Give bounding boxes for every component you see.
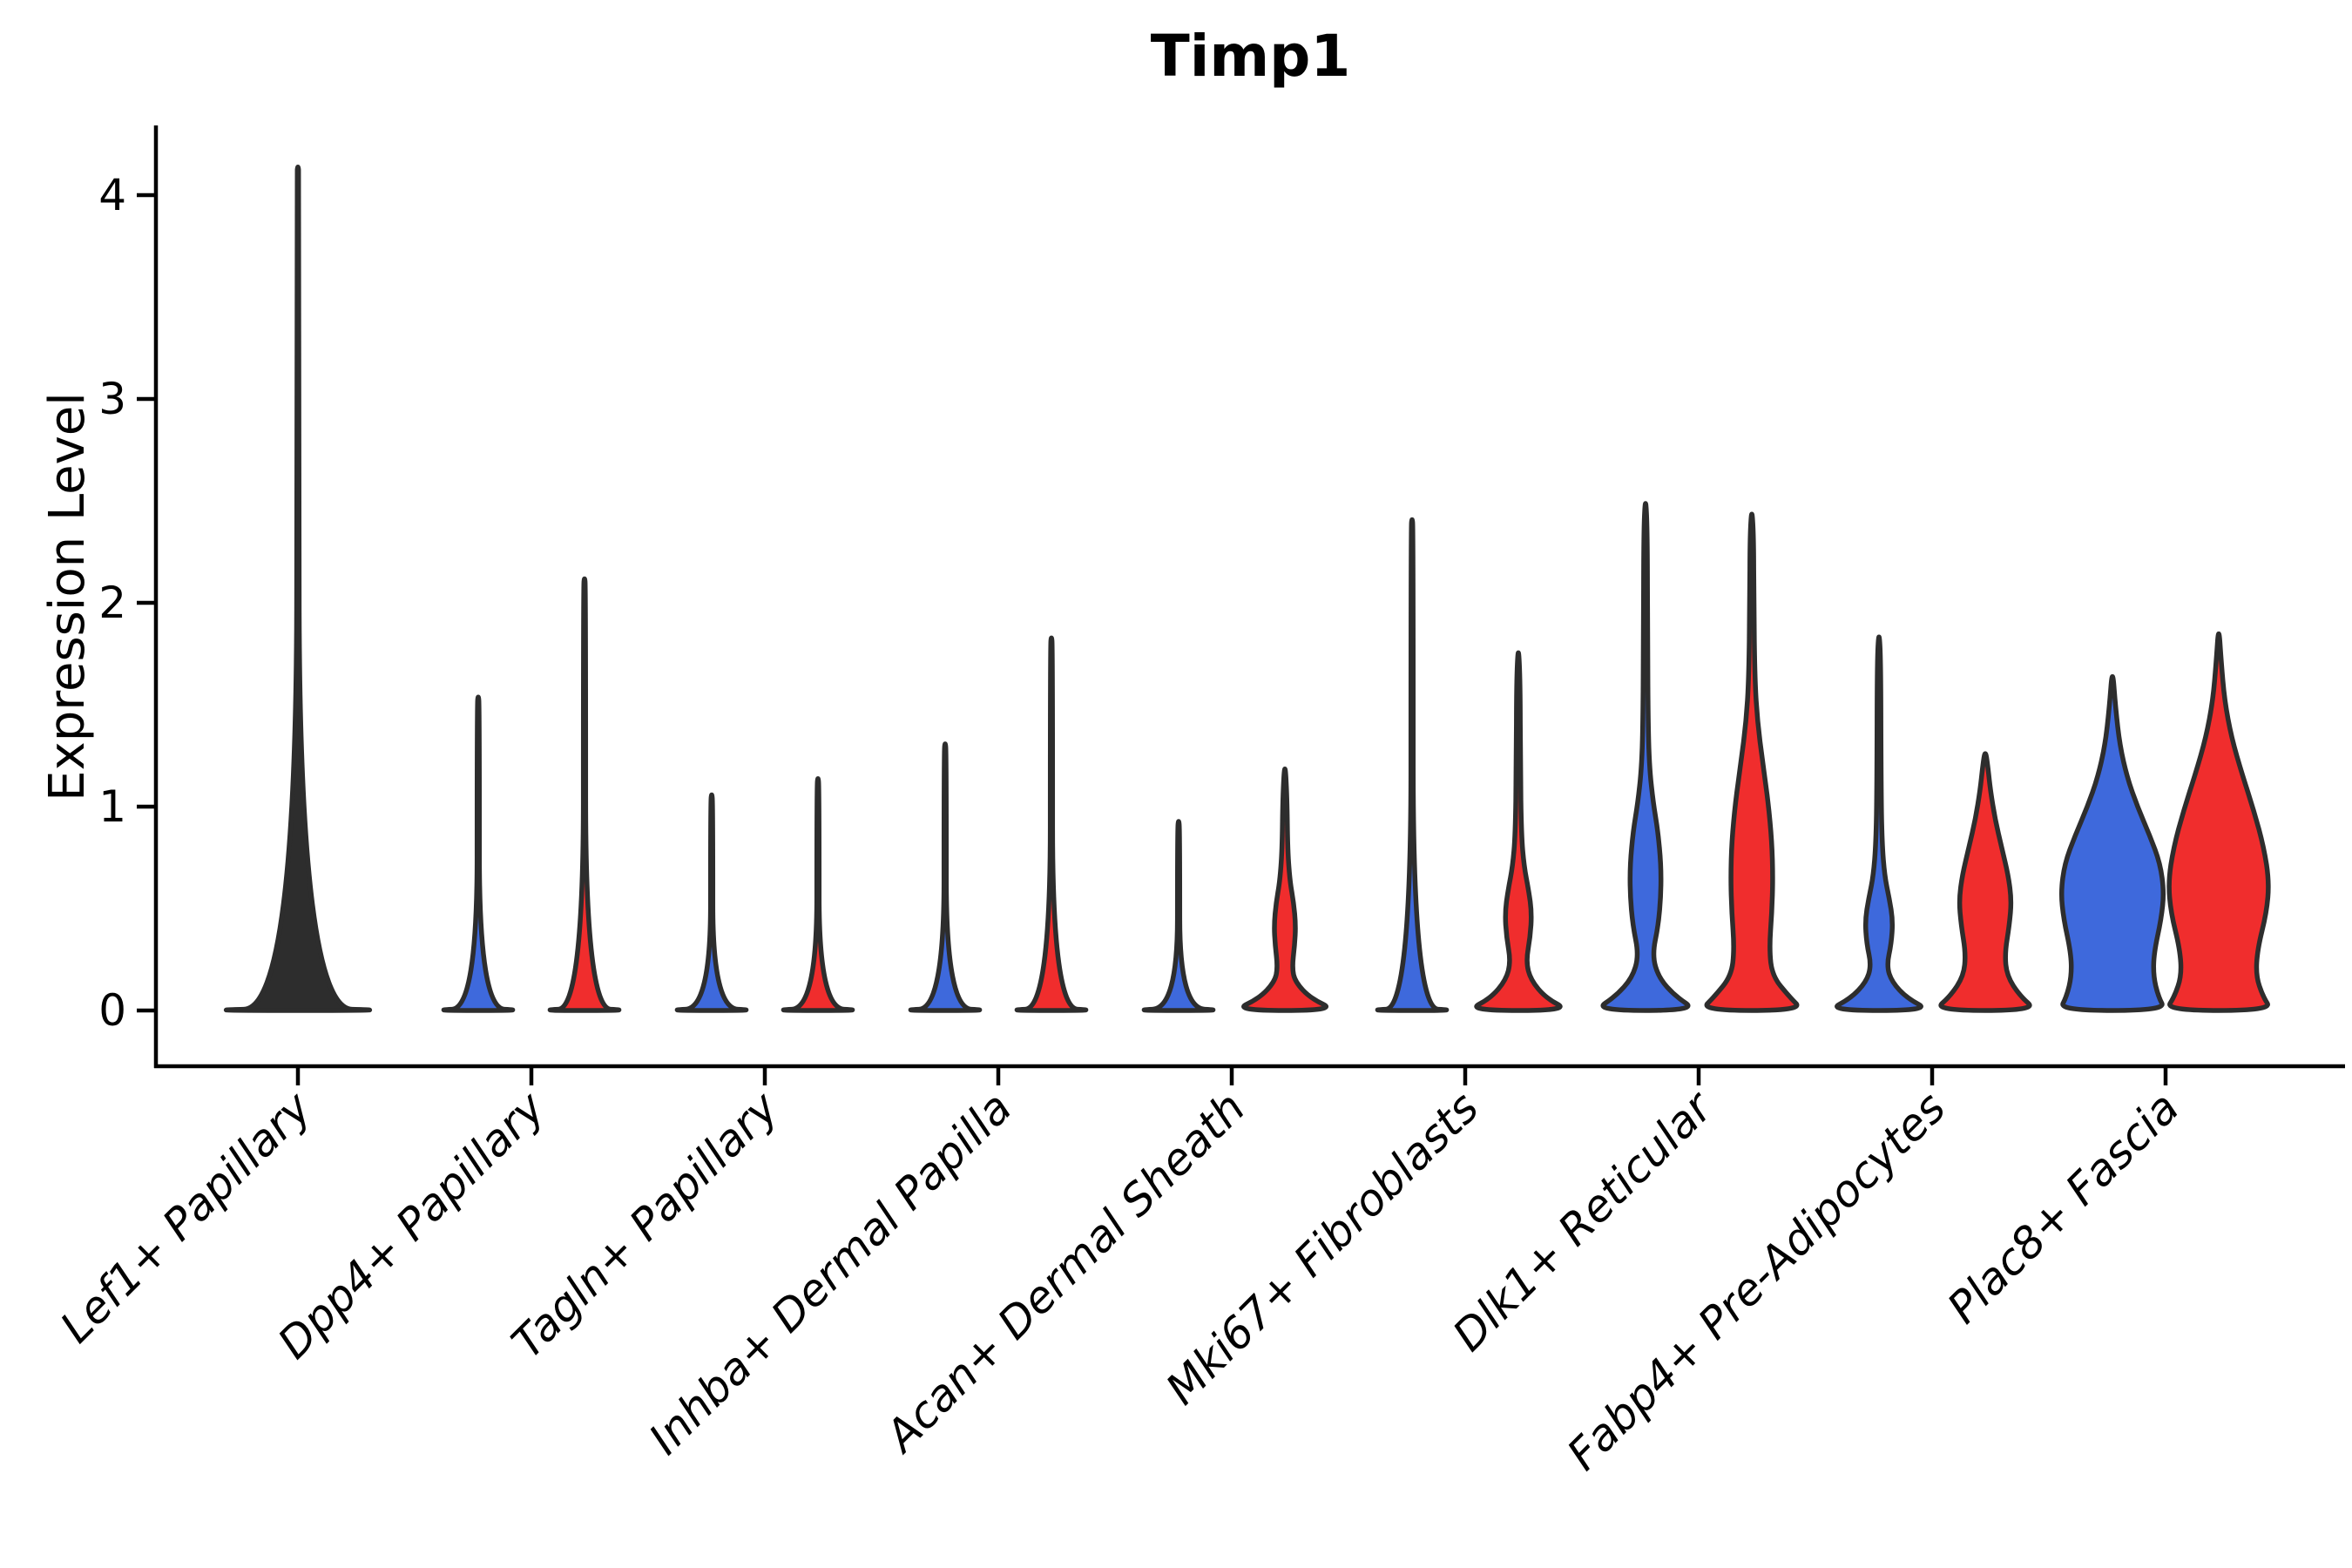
violin-fabp4-pre-adipocytes-red xyxy=(1938,751,2032,1013)
violin-mki67-fibroblasts-blue xyxy=(1375,517,1450,1013)
x-tick-label-plac8-fascia: Plac8+ Fascia xyxy=(1938,1082,2189,1333)
violin-plac8-fascia-red xyxy=(2166,631,2271,1013)
violin-dpp4-papillary-blue xyxy=(441,694,516,1013)
violin-fabp4-pre-adipocytes-blue xyxy=(1835,634,1923,1013)
x-tick-label-dlk1-reticular: Dlk1+ Reticular xyxy=(1443,1080,1724,1361)
violin-inhba-dermal-papilla-red xyxy=(1014,635,1089,1013)
violin-mki67-fibroblasts-red xyxy=(1474,650,1563,1013)
violin-lef1-papillary-single xyxy=(223,165,373,1013)
x-tick-label-fabp4-pre-adipocytes: Fabp4+ Pre-Adipocytes xyxy=(1558,1082,1956,1480)
violin-tagln-papillary-red xyxy=(781,776,855,1013)
y-tick-label-2: 2 xyxy=(98,578,126,628)
violin-plac8-fascia-blue xyxy=(2058,674,2166,1013)
y-tick-label-1: 1 xyxy=(98,781,126,832)
violin-acan-dermal-sheath-blue xyxy=(1141,819,1216,1013)
violin-inhba-dermal-papilla-blue xyxy=(908,741,983,1013)
y-tick-label-3: 3 xyxy=(98,374,126,424)
violin-dlk1-reticular-blue xyxy=(1600,501,1691,1013)
y-tick-label-0: 0 xyxy=(98,985,126,1036)
x-tick-label-lef1-papillary: Lef1+ Papillary xyxy=(51,1081,321,1352)
violin-dlk1-reticular-red xyxy=(1704,511,1800,1013)
y-tick-label-4: 4 xyxy=(98,170,126,220)
violin-acan-dermal-sheath-red xyxy=(1241,766,1328,1013)
violin-tagln-papillary-blue xyxy=(674,792,749,1013)
violin-dpp4-papillary-red xyxy=(547,576,622,1013)
plot-title: Timp1 xyxy=(1150,23,1351,90)
